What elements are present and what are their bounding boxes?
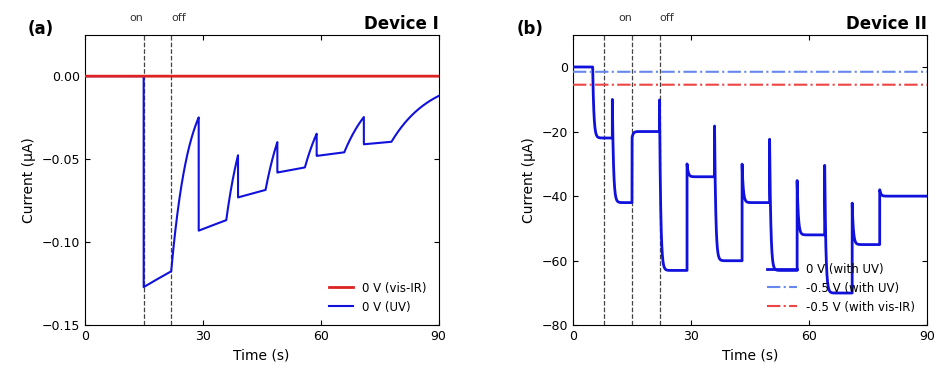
Text: off: off — [660, 13, 675, 23]
Text: Device I: Device I — [364, 15, 439, 33]
Y-axis label: Current (μA): Current (μA) — [522, 137, 536, 223]
Text: (b): (b) — [517, 20, 543, 38]
Text: (a): (a) — [28, 20, 55, 38]
Legend: 0 V (vis-IR), 0 V (UV): 0 V (vis-IR), 0 V (UV) — [324, 276, 433, 320]
Y-axis label: Current (μA): Current (μA) — [22, 137, 36, 223]
Text: on: on — [618, 13, 632, 23]
Text: on: on — [130, 13, 144, 23]
Text: off: off — [171, 13, 186, 23]
X-axis label: Time (s): Time (s) — [233, 349, 290, 363]
Legend: 0 V (with UV), -0.5 V (with UV), -0.5 V (with vis-IR): 0 V (with UV), -0.5 V (with UV), -0.5 V … — [761, 257, 921, 320]
X-axis label: Time (s): Time (s) — [722, 349, 778, 363]
Text: Device II: Device II — [846, 15, 927, 33]
